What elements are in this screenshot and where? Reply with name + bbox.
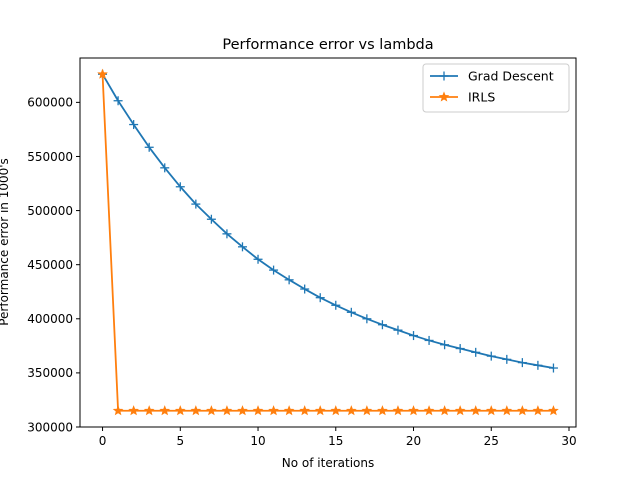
data-point-irls <box>221 405 233 416</box>
plot-area <box>80 58 576 427</box>
y-axis-ticks: 300000 350000 400000 450000 500000 550000 6000… <box>27 96 80 434</box>
data-point-irls <box>548 405 559 416</box>
data-point-grad-descent <box>129 120 139 130</box>
y-tick-label: 350000 <box>27 366 73 380</box>
data-point-grad-descent <box>222 229 232 239</box>
data-point-grad-descent <box>284 275 294 285</box>
data-point-grad-descent <box>206 214 216 224</box>
legend-marker-plus <box>439 71 449 81</box>
data-point-irls <box>112 405 124 416</box>
data-point-irls <box>128 405 139 416</box>
legend-marker-glyph <box>439 71 449 81</box>
legend-marker-glyph <box>438 91 450 102</box>
data-point-grad-descent <box>175 182 185 192</box>
data-point-irls <box>252 405 264 416</box>
data-point-grad-descent <box>253 254 263 264</box>
x-tick-label: 0 <box>99 434 107 448</box>
chart-title: Performance error vs lambda <box>222 37 433 53</box>
data-point-grad-descent <box>144 142 154 152</box>
x-axis-label: No of iterations <box>282 456 374 470</box>
data-point-grad-descent <box>502 354 512 364</box>
data-point-irls <box>485 405 497 416</box>
legend: Grad Descent IRLS <box>422 63 570 113</box>
y-tick-label: 500000 <box>27 204 73 218</box>
data-point-irls <box>314 405 326 416</box>
legend-label-irls: IRLS <box>468 90 495 105</box>
data-point-irls <box>190 405 202 416</box>
data-point-grad-descent <box>533 360 543 370</box>
data-point-irls <box>439 405 450 416</box>
data-point-grad-descent <box>300 284 310 294</box>
data-point-irls <box>532 405 544 416</box>
plot-background <box>80 58 576 427</box>
axes-frame <box>79 57 577 428</box>
data-point-irls <box>97 68 108 79</box>
data-point-grad-descent <box>269 265 279 275</box>
series-layer <box>97 68 559 416</box>
data-point-irls <box>470 405 482 416</box>
data-point-irls <box>268 405 279 416</box>
x-axis-ticks: 0 5 10 15 20 25 30 <box>99 427 577 448</box>
data-point-grad-descent <box>362 314 372 324</box>
y-tick-label: 300000 <box>27 420 73 434</box>
axes-border <box>79 57 577 428</box>
data-point-grad-descent <box>331 300 341 310</box>
data-point-irls <box>283 405 295 416</box>
data-point-grad-descent <box>393 325 403 335</box>
data-point-irls <box>159 405 171 416</box>
data-point-irls <box>501 405 513 416</box>
x-tick-label: 15 <box>328 434 343 448</box>
data-point-grad-descent <box>548 363 558 373</box>
data-point-irls <box>299 405 311 416</box>
data-point-grad-descent <box>377 320 387 330</box>
y-tick-label: 600000 <box>27 96 73 110</box>
y-axis-label: Performance error in 1000's <box>0 158 11 326</box>
data-point-grad-descent <box>471 347 481 357</box>
data-point-grad-descent <box>191 199 201 209</box>
data-point-irls <box>143 405 155 416</box>
data-point-grad-descent <box>486 351 496 361</box>
legend-box <box>422 63 570 113</box>
data-point-grad-descent <box>315 293 325 303</box>
data-point-grad-descent <box>517 358 527 368</box>
x-tick-label: 25 <box>484 434 499 448</box>
data-point-irls <box>206 405 217 416</box>
data-point-grad-descent <box>160 163 170 173</box>
data-point-irls <box>237 405 248 416</box>
data-point-irls <box>423 405 435 416</box>
legend-marker-star <box>438 91 450 102</box>
data-point-grad-descent <box>409 331 419 341</box>
data-point-irls <box>454 405 466 416</box>
data-point-irls <box>361 405 373 416</box>
data-point-grad-descent <box>424 335 434 345</box>
data-point-grad-descent <box>440 340 450 350</box>
data-point-grad-descent <box>113 96 123 106</box>
x-tick-label: 30 <box>561 434 576 448</box>
legend-label-grad-descent: Grad Descent <box>468 69 554 84</box>
x-tick-label: 10 <box>250 434 265 448</box>
data-point-irls <box>408 405 419 416</box>
data-point-irls <box>392 405 404 416</box>
data-point-grad-descent <box>455 344 465 354</box>
data-point-irls <box>174 405 186 416</box>
data-point-irls <box>330 405 342 416</box>
data-point-irls <box>345 405 357 416</box>
x-tick-label: 5 <box>176 434 184 448</box>
x-tick-label: 20 <box>406 434 421 448</box>
y-tick-label: 550000 <box>27 150 73 164</box>
y-tick-label: 450000 <box>27 258 73 272</box>
data-point-irls <box>377 405 388 416</box>
data-point-irls <box>517 405 528 416</box>
y-tick-label: 400000 <box>27 312 73 326</box>
data-point-grad-descent <box>346 307 356 317</box>
data-point-grad-descent <box>237 242 247 252</box>
